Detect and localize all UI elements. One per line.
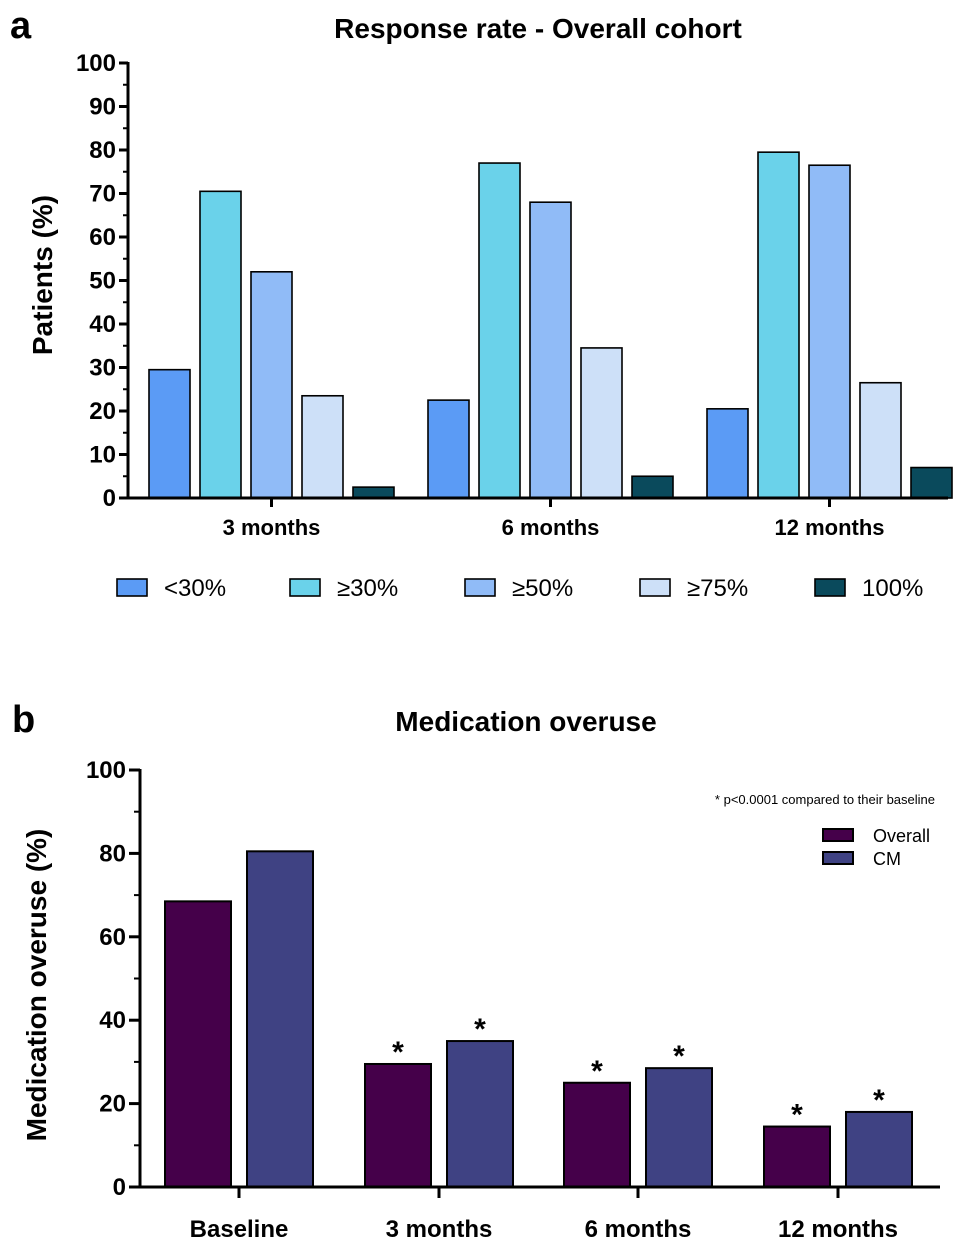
panel-a-legend-label-ge50pct: ≥50% xyxy=(512,575,573,602)
panel-a-bar-lt30pct-6-months xyxy=(427,399,470,499)
panel-b-significance-star-cm-12-months: * xyxy=(873,1084,885,1117)
panel-a-x-tick-label: 3 months xyxy=(223,515,321,540)
panel-a-y-tick-label: 20 xyxy=(89,398,116,425)
panel-a-legend: <30% ≥30% ≥50% ≥75% 100% xyxy=(116,575,923,602)
panel-a-x-tick-label: 12 months xyxy=(774,515,884,540)
panel-a-bar-ge30pct-6-months xyxy=(478,162,521,499)
panel-b-legend-swatch-cm xyxy=(822,851,854,865)
panel-b-significance-star-overall-12-months: * xyxy=(791,1099,803,1132)
panel-a-x-axis: 3 months 6 months 12 months xyxy=(128,496,948,540)
panel-a-bar-ge50pct-12-months xyxy=(808,164,851,499)
panel-b-y-tick-label: 0 xyxy=(113,1174,126,1201)
panel-a-y-tick-label: 60 xyxy=(89,224,116,251)
panel-b-bar-overall-12-months xyxy=(763,1125,831,1189)
panel-a-bar-lt30pct-12-months xyxy=(706,408,749,499)
panel-a-bar-ge75pct-3-months xyxy=(301,394,344,499)
panel-b-y-tick-label: 60 xyxy=(99,924,126,951)
panel-b-legend: Overall CM xyxy=(822,826,930,869)
panel-a-y-tick-label: 50 xyxy=(89,268,116,295)
panel-a-bar-100pct-6-months xyxy=(631,475,674,499)
panel-a-y-tick-label: 40 xyxy=(89,311,116,338)
panel-a-legend-label-lt30pct: <30% xyxy=(164,575,226,602)
panel-a-legend-label-100pct: 100% xyxy=(862,575,923,602)
panel-a-y-tick-label: 90 xyxy=(89,94,116,121)
panel-a-bar-ge30pct-3-months xyxy=(199,190,242,499)
panel-b-significance-star-overall-3-months: * xyxy=(392,1036,404,1069)
panel-a-legend-label-ge30pct: ≥30% xyxy=(337,575,398,602)
panel-a-y-axis-label: Patients (%) xyxy=(27,195,58,355)
panel-b-x-axis: Baseline 3 months 6 months 12 months xyxy=(140,1185,940,1241)
panel-a-y-tick-label: 100 xyxy=(76,50,116,77)
panel-b-legend-label-cm: CM xyxy=(873,849,901,869)
panel-b-y-axis: 0 20 40 60 80 100 xyxy=(86,757,142,1201)
panel-b-bar-overall-3-months xyxy=(364,1062,432,1188)
panel-a-bar-100pct-12-months xyxy=(910,466,953,499)
panel-a-bar-ge30pct-12-months xyxy=(757,151,800,499)
panel-b-y-tick-label: 100 xyxy=(86,757,126,784)
panel-b-bar-overall-6-months xyxy=(563,1081,631,1188)
panel-b-significance-star-cm-3-months: * xyxy=(474,1013,486,1046)
panel-b-bar-cm-6-months xyxy=(645,1067,713,1189)
panel-a-y-tick-label: 0 xyxy=(103,485,116,512)
panel-b-title: Medication overuse xyxy=(395,706,656,737)
panel-a-legend-swatch-100pct xyxy=(814,578,846,597)
panel-a-legend-swatch-lt30pct xyxy=(116,578,148,597)
panel-b-y-tick-label: 20 xyxy=(99,1091,126,1118)
panel-a-bar-ge75pct-6-months xyxy=(580,347,623,499)
panel-a-legend-swatch-ge50pct xyxy=(464,578,496,597)
panel-a-y-axis: 0 10 20 30 40 50 60 70 80 90 100 xyxy=(76,50,130,512)
panel-b-significance-star-cm-6-months: * xyxy=(673,1040,685,1073)
panel-b-legend-label-overall: Overall xyxy=(873,826,930,846)
panel-a-y-tick-label: 10 xyxy=(89,442,116,469)
panel-a-legend-label-ge75pct: ≥75% xyxy=(687,575,748,602)
panel-b-letter: b xyxy=(12,699,35,741)
panel-a-x-tick-label: 6 months xyxy=(502,515,600,540)
panel-a-chart: a Response rate - Overall cohort Patient… xyxy=(10,5,953,602)
panel-b-bars: * * * * * * xyxy=(164,850,913,1189)
panel-a-bar-ge50pct-6-months xyxy=(529,201,572,499)
panel-a-bar-ge50pct-3-months xyxy=(250,270,293,499)
panel-b-bar-cm-3-months xyxy=(446,1040,514,1189)
panel-a-bars xyxy=(148,151,953,499)
panel-b-x-tick-label: Baseline xyxy=(190,1216,289,1241)
panel-b-bar-overall-baseline xyxy=(164,900,232,1188)
panel-b-x-tick-label: 12 months xyxy=(778,1216,898,1241)
panel-b-bar-cm-baseline xyxy=(246,850,314,1188)
panel-a-legend-swatch-ge75pct xyxy=(639,578,671,597)
panel-b-x-tick-label: 3 months xyxy=(386,1216,493,1241)
panel-a-y-tick-label: 80 xyxy=(89,137,116,164)
panel-a-bar-ge75pct-12-months xyxy=(859,381,902,499)
panel-a-bar-lt30pct-3-months xyxy=(148,368,191,499)
panel-b-significance-star-overall-6-months: * xyxy=(591,1055,603,1088)
panel-b-y-tick-label: 80 xyxy=(99,840,126,867)
panel-a-legend-swatch-ge30pct xyxy=(289,578,321,597)
panel-a-bar-100pct-3-months xyxy=(352,486,395,499)
panel-b-significance-note: * p<0.0001 compared to their baseline xyxy=(715,792,935,807)
panel-b-chart: b Medication overuse Medication overuse … xyxy=(12,699,940,1241)
panel-b-bar-cm-12-months xyxy=(845,1110,913,1188)
panel-b-y-axis-label: Medication overuse (%) xyxy=(21,829,52,1142)
panel-b-x-tick-label: 6 months xyxy=(585,1216,692,1241)
panel-a-title: Response rate - Overall cohort xyxy=(334,13,742,44)
panel-b-legend-swatch-overall xyxy=(822,828,854,842)
panel-a-letter: a xyxy=(10,5,32,47)
panel-b-y-tick-label: 40 xyxy=(99,1007,126,1034)
panel-a-y-tick-label: 30 xyxy=(89,355,116,382)
panel-a-y-tick-label: 70 xyxy=(89,181,116,208)
